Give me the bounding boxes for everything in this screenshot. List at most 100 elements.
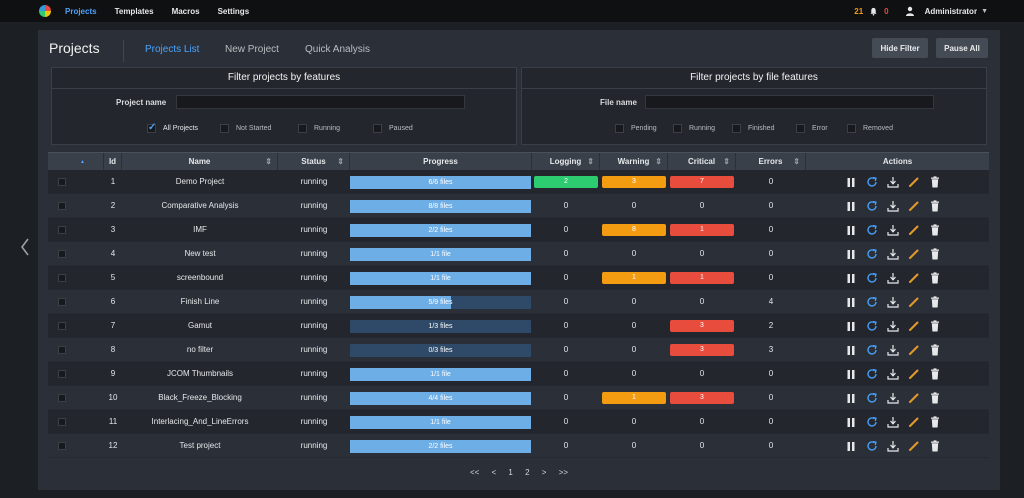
refresh-icon[interactable]	[864, 390, 880, 406]
pager-last[interactable]: >>	[558, 468, 569, 477]
edit-icon[interactable]	[906, 198, 922, 214]
checkbox[interactable]	[373, 124, 382, 133]
trash-icon[interactable]	[927, 438, 943, 454]
cell-name[interactable]: screenbound	[176, 273, 224, 282]
table-row[interactable]: 9 JCOM Thumbnails running 1/1 file 0 0 0 0	[48, 362, 989, 386]
checkbox[interactable]	[673, 124, 682, 133]
edit-icon[interactable]	[906, 246, 922, 262]
pause-icon[interactable]	[843, 294, 859, 310]
checkbox[interactable]	[796, 124, 805, 133]
edit-icon[interactable]	[906, 222, 922, 238]
pause-icon[interactable]	[843, 222, 859, 238]
check-removed[interactable]: Removed	[847, 124, 893, 133]
row-checkbox[interactable]	[58, 442, 66, 450]
pause-icon[interactable]	[843, 342, 859, 358]
edit-icon[interactable]	[906, 366, 922, 382]
pause-icon[interactable]	[843, 318, 859, 334]
tab-new-project[interactable]: New Project	[225, 44, 279, 55]
hide-filter-button[interactable]: Hide Filter	[872, 38, 928, 58]
col-name[interactable]: Name	[122, 153, 278, 171]
refresh-icon[interactable]	[864, 294, 880, 310]
nav-macros[interactable]: Macros	[171, 6, 200, 16]
table-row[interactable]: 7 Gamut running 1/3 files 0 0 3 2	[48, 314, 989, 338]
check-paused[interactable]: Paused	[373, 124, 413, 133]
checkbox[interactable]	[298, 124, 307, 133]
table-row[interactable]: 12 Test project running 2/2 files 0 0 0 0	[48, 434, 989, 458]
col-critical[interactable]: Critical	[668, 153, 736, 171]
table-row[interactable]: 3 IMF running 2/2 files 0 8 1 0	[48, 218, 989, 242]
row-checkbox[interactable]	[58, 418, 66, 426]
cell-name[interactable]: no filter	[186, 345, 214, 354]
check-all-projects[interactable]: All Projects	[147, 122, 198, 133]
chevron-down-icon[interactable]: ▼	[981, 7, 988, 15]
download-icon[interactable]	[885, 390, 901, 406]
table-row[interactable]: 4 New test running 1/1 file 0 0 0 0	[48, 242, 989, 266]
row-checkbox[interactable]	[58, 298, 66, 306]
trash-icon[interactable]	[927, 222, 943, 238]
check-pending[interactable]: Pending	[615, 124, 657, 133]
checkbox[interactable]	[147, 122, 156, 133]
refresh-icon[interactable]	[864, 342, 880, 358]
app-logo[interactable]	[39, 5, 51, 17]
tab-projects-list[interactable]: Projects List	[145, 44, 200, 55]
refresh-icon[interactable]	[864, 198, 880, 214]
download-icon[interactable]	[885, 174, 901, 190]
pager-next[interactable]: >	[541, 468, 547, 477]
table-row[interactable]: 11 Interlacing_And_LineErrors running 1/1 f…	[48, 410, 989, 434]
col-status[interactable]: Status	[278, 153, 350, 171]
download-icon[interactable]	[885, 414, 901, 430]
edit-icon[interactable]	[906, 438, 922, 454]
edit-icon[interactable]	[906, 414, 922, 430]
check-finished[interactable]: Finished	[732, 124, 774, 133]
row-checkbox[interactable]	[58, 250, 66, 258]
trash-icon[interactable]	[927, 342, 943, 358]
row-checkbox[interactable]	[58, 394, 66, 402]
trash-icon[interactable]	[927, 198, 943, 214]
table-row[interactable]: 10 Black_Freeze_Blocking running 4/4 files 0…	[48, 386, 989, 410]
cell-name[interactable]: Finish Line	[180, 297, 220, 306]
error-count[interactable]: 0	[884, 6, 889, 16]
download-icon[interactable]	[885, 222, 901, 238]
trash-icon[interactable]	[927, 246, 943, 262]
table-row[interactable]: 2 Comparative Analysis running 8/8 files 0 0 0…	[48, 194, 989, 218]
download-icon[interactable]	[885, 366, 901, 382]
pause-icon[interactable]	[843, 390, 859, 406]
col-warning[interactable]: Warning	[600, 153, 668, 171]
cell-name[interactable]: Comparative Analysis	[161, 201, 239, 210]
pause-icon[interactable]	[843, 414, 859, 430]
trash-icon[interactable]	[927, 174, 943, 190]
check-file-running[interactable]: Running	[673, 124, 715, 133]
cell-name[interactable]: Test project	[179, 441, 221, 450]
row-checkbox[interactable]	[58, 322, 66, 330]
cell-name[interactable]: Gamut	[187, 321, 212, 330]
pause-icon[interactable]	[843, 198, 859, 214]
trash-icon[interactable]	[927, 414, 943, 430]
project-name-input[interactable]	[176, 95, 465, 109]
row-checkbox[interactable]	[58, 178, 66, 186]
download-icon[interactable]	[885, 318, 901, 334]
pager-page-2[interactable]: 2	[525, 468, 530, 477]
trash-icon[interactable]	[927, 366, 943, 382]
col-errors[interactable]: Errors	[736, 153, 806, 171]
file-name-input[interactable]	[645, 95, 934, 109]
edit-icon[interactable]	[906, 318, 922, 334]
download-icon[interactable]	[885, 270, 901, 286]
pause-icon[interactable]	[843, 246, 859, 262]
check-error[interactable]: Error	[796, 124, 828, 133]
row-checkbox[interactable]	[58, 202, 66, 210]
pager-page-1[interactable]: 1	[508, 468, 513, 477]
cell-name[interactable]: Black_Freeze_Blocking	[158, 393, 242, 402]
download-icon[interactable]	[885, 342, 901, 358]
trash-icon[interactable]	[927, 390, 943, 406]
edit-icon[interactable]	[906, 342, 922, 358]
warning-count[interactable]: 21	[854, 6, 864, 16]
cell-name[interactable]: Interlacing_And_LineErrors	[151, 417, 249, 426]
table-row[interactable]: 6 Finish Line running 5/9 files 0 0 0 4	[48, 290, 989, 314]
table-row[interactable]: 8 no filter running 0/3 files 0 0 3 3	[48, 338, 989, 362]
trash-icon[interactable]	[927, 318, 943, 334]
cell-name[interactable]: JCOM Thumbnails	[166, 369, 234, 378]
download-icon[interactable]	[885, 294, 901, 310]
tab-quick-analysis[interactable]: Quick Analysis	[305, 44, 371, 55]
nav-templates[interactable]: Templates	[114, 6, 154, 16]
row-checkbox[interactable]	[58, 346, 66, 354]
